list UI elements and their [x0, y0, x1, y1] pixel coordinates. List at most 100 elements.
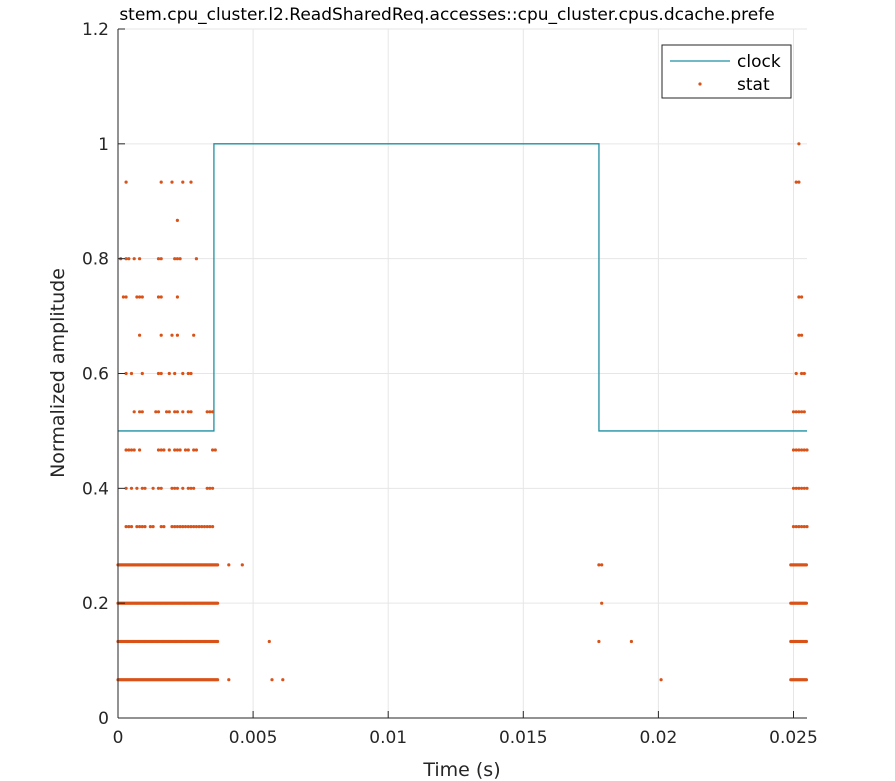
stat-point-434 — [138, 333, 142, 337]
stat-point-455 — [138, 410, 142, 414]
y-axis-ticks: 0 0.2 0.4 0.6 0.8 1 1.2 — [82, 20, 125, 729]
stat-point-546 — [205, 525, 209, 529]
stat-point-502 — [143, 486, 147, 490]
stat-point-471 — [797, 410, 801, 414]
stat-point-474 — [124, 448, 128, 452]
stat-point-405 — [124, 180, 128, 184]
stat-point-533 — [170, 525, 174, 529]
stat-point-440 — [800, 333, 804, 337]
stat-point-429 — [156, 295, 161, 299]
stat-point-500 — [135, 486, 139, 490]
stat-point-445 — [159, 371, 163, 376]
stat-point-404 — [797, 142, 801, 146]
y-tick-label-1: 0.2 — [82, 594, 109, 614]
legend: clock stat — [661, 44, 792, 99]
stat-point-490 — [211, 448, 215, 452]
stat-point-496 — [802, 448, 806, 452]
legend-label-clock: clock — [737, 52, 781, 72]
stat-point-428 — [140, 295, 144, 299]
stat-point-523 — [127, 525, 131, 529]
stat-point-399 — [804, 563, 809, 567]
stat-point-442 — [129, 371, 134, 376]
stat-point-553 — [802, 525, 806, 529]
stat-point-465 — [189, 410, 193, 414]
stat-point-522 — [124, 525, 128, 529]
stat-point-407 — [170, 180, 174, 184]
stat-point-544 — [200, 525, 204, 529]
chart-title: stem.cpu_cluster.l2.ReadSharedReq.access… — [119, 5, 774, 25]
stat-point-521 — [805, 486, 809, 490]
legend-label-stat: stat — [737, 75, 770, 95]
stat-point-443 — [140, 371, 144, 376]
stat-point-435 — [159, 333, 163, 337]
stat-point-430 — [159, 295, 163, 299]
stat-point-540 — [189, 525, 193, 529]
stat-point-531 — [159, 525, 163, 529]
stat-point-514 — [208, 486, 212, 490]
stat-point-529 — [148, 525, 152, 529]
stat-point-505 — [159, 486, 163, 490]
stat-point-541 — [192, 525, 196, 529]
stat-point-422 — [178, 257, 182, 261]
stat-point-548 — [211, 525, 215, 529]
y-axis-label: Normalized amplitude — [47, 268, 69, 478]
stat-point-515 — [211, 486, 215, 490]
stat-point-433 — [800, 295, 804, 299]
stat-point-300 — [804, 601, 809, 605]
y-tick-label-6: 1.2 — [82, 20, 109, 40]
stat-point-400 — [227, 563, 231, 567]
stat-point-415 — [127, 257, 131, 261]
stat-point-448 — [181, 371, 185, 376]
stat-point-414 — [124, 257, 128, 261]
stat-point-547 — [208, 525, 212, 529]
y-tick-label-0: 0 — [98, 709, 109, 729]
stat-point-470 — [794, 410, 798, 414]
stat-point-454 — [132, 410, 136, 414]
stat-point-554 — [805, 525, 809, 529]
stat-point-479 — [156, 448, 161, 452]
x-tick-label-3: 0.015 — [499, 728, 548, 748]
series-clock — [118, 143, 807, 432]
stat-point-424 — [121, 295, 125, 299]
x-tick-label-2: 0.01 — [369, 728, 407, 748]
stat-point-550 — [794, 525, 798, 529]
stat-point-98 — [227, 678, 231, 682]
stat-point-469 — [791, 410, 796, 414]
stat-point-97 — [804, 678, 809, 682]
stat-point-461 — [173, 410, 177, 414]
x-axis-label: Time (s) — [422, 759, 500, 781]
stat-point-446 — [167, 371, 171, 376]
stat-point-551 — [797, 525, 801, 529]
stat-point-426 — [135, 295, 139, 299]
x-tick-label-5: 0.025 — [769, 728, 818, 748]
stat-point-484 — [175, 448, 179, 452]
stat-point-401 — [240, 563, 244, 567]
stat-point-437 — [175, 333, 179, 337]
y-tick-label-5: 1 — [98, 135, 109, 155]
stat-point-539 — [186, 525, 190, 529]
stat-point-417 — [138, 257, 142, 261]
stat-point-410 — [794, 180, 798, 184]
stat-point-456 — [140, 410, 144, 414]
stat-point-508 — [175, 486, 179, 490]
y-tick-label-2: 0.4 — [82, 479, 109, 499]
stat-point-447 — [173, 371, 177, 376]
stat-point-497 — [805, 448, 809, 452]
stat-point-101 — [659, 678, 663, 682]
stat-point-421 — [175, 257, 179, 261]
x-tick-label-0: 0 — [113, 728, 124, 748]
stat-point-535 — [175, 525, 179, 529]
x-tick-label-1: 0.005 — [229, 728, 278, 748]
stat-point-202 — [629, 639, 634, 644]
y-tick-label-4: 0.8 — [82, 250, 109, 270]
stat-point-534 — [173, 525, 177, 529]
stat-point-450 — [189, 371, 193, 376]
stat-point-499 — [129, 486, 134, 490]
stat-point-542 — [194, 525, 198, 529]
stat-point-402 — [597, 563, 601, 567]
stat-point-99 — [270, 678, 274, 682]
stat-point-507 — [173, 486, 177, 490]
stat-point-530 — [151, 525, 155, 529]
stat-point-475 — [127, 448, 131, 452]
